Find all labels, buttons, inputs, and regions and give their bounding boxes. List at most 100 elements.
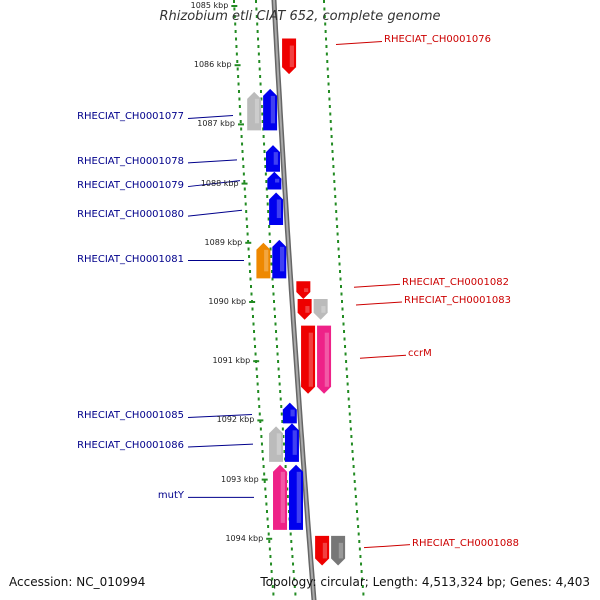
track-dot: [357, 525, 360, 528]
gene-feature[interactable]: [256, 242, 271, 279]
track-dot: [268, 547, 271, 551]
gene-RHECIAT_CH0001076[interactable]: [282, 38, 297, 75]
track-dot: [337, 247, 340, 251]
track-dot: [255, 367, 258, 371]
track-dot: [338, 255, 341, 258]
gene-RHECIAT_CH0001080[interactable]: [269, 192, 284, 226]
track-dot: [330, 135, 333, 138]
track-dot: [350, 435, 353, 438]
track-dot: [267, 525, 270, 528]
scale-tick: [261, 478, 268, 481]
gene-highlight: [280, 246, 285, 272]
gene-label-RHECIAT_CH0001081[interactable]: RHECIAT_CH0001081: [77, 253, 184, 265]
track-dot: [263, 157, 266, 161]
gene-label-RHECIAT_CH0001077[interactable]: RHECIAT_CH0001077: [77, 111, 184, 123]
gene-feature[interactable]: [273, 464, 288, 530]
track-dot: [343, 337, 346, 341]
gene-label-RHECIAT_CH0001078[interactable]: RHECIAT_CH0001078: [77, 155, 184, 167]
track-dot: [255, 15, 258, 18]
track-dot: [265, 502, 268, 506]
gene-label-RHECIAT_CH0001076[interactable]: RHECIAT_CH0001076: [384, 34, 491, 46]
track-dot: [262, 465, 265, 468]
track-dot: [281, 420, 284, 423]
track-dot: [325, 52, 328, 56]
track-dot: [253, 337, 256, 341]
track-dot: [259, 427, 262, 431]
track-dot: [235, 45, 238, 48]
track-dot: [323, 7, 326, 11]
track-dot: [250, 292, 253, 296]
track-dot: [360, 562, 363, 566]
track-dot: [260, 442, 263, 446]
gene-label-RHECIAT_CH0001086[interactable]: RHECIAT_CH0001086: [77, 440, 184, 452]
gene-RHECIAT_CH0001083[interactable]: [313, 299, 328, 320]
track-dot: [263, 142, 266, 146]
track-dot: [263, 480, 266, 483]
track-dot: [235, 52, 238, 56]
track-dot: [329, 120, 332, 123]
track-dot: [351, 450, 354, 453]
gene-feature[interactable]: [247, 91, 262, 131]
leader-line: [187, 159, 238, 164]
track-dot: [281, 427, 284, 431]
gene-feature[interactable]: [297, 299, 312, 320]
gene-label-RHECIAT_CH0001088[interactable]: RHECIAT_CH0001088: [412, 537, 519, 549]
track-dot: [270, 262, 273, 266]
track-dot: [270, 255, 273, 258]
track-dot: [276, 345, 279, 348]
gene-feature[interactable]: [269, 426, 284, 462]
track-dot: [271, 277, 274, 281]
scale-tick-label: 1086 kbp: [193, 60, 232, 70]
gene-label-ccrM[interactable]: ccrM: [408, 348, 432, 360]
gene-feature[interactable]: [331, 535, 346, 566]
track-dot: [282, 435, 285, 438]
track-dot: [337, 240, 340, 243]
track-dot: [272, 592, 275, 596]
gene-RHECIAT_CH0001088[interactable]: [315, 535, 330, 566]
gene-label-RHECIAT_CH0001083[interactable]: RHECIAT_CH0001083: [404, 294, 511, 306]
gene-RHECIAT_CH0001086[interactable]: [284, 423, 299, 462]
track-dot: [284, 465, 287, 468]
gene-feature[interactable]: [301, 325, 316, 394]
track-dot: [324, 30, 327, 33]
gene-label-RHECIAT_CH0001085[interactable]: RHECIAT_CH0001085: [77, 410, 184, 422]
gene-label-RHECIAT_CH0001079[interactable]: RHECIAT_CH0001079: [77, 179, 184, 191]
gene-RHECIAT_CH0001079[interactable]: [267, 171, 282, 190]
track-dot: [354, 487, 357, 491]
track-dot: [345, 360, 348, 363]
gene-highlight: [305, 306, 310, 313]
track-dot: [279, 397, 282, 401]
track-dot: [267, 217, 270, 221]
gene-RHECIAT_CH0001085[interactable]: [282, 402, 297, 424]
gene-RHECIAT_CH0001082[interactable]: [296, 281, 311, 300]
track-dot: [267, 532, 270, 536]
gene-RHECIAT_CH0001081[interactable]: [272, 239, 287, 279]
track-dot: [260, 435, 263, 438]
leader-line: [187, 180, 241, 188]
gene-ccrM[interactable]: [317, 325, 332, 394]
track-dot: [359, 555, 362, 558]
track-dot: [280, 405, 283, 408]
gene-mutY[interactable]: [289, 464, 304, 530]
track-dot: [287, 502, 290, 506]
track-dot: [241, 142, 244, 146]
track-dot: [335, 217, 338, 221]
gene-highlight: [322, 542, 328, 559]
track-dot: [264, 495, 267, 498]
gene-label-RHECIAT_CH0001082[interactable]: RHECIAT_CH0001082: [402, 277, 509, 289]
track-dotted-lines: [233, 0, 365, 596]
gene-label-RHECIAT_CH0001080[interactable]: RHECIAT_CH0001080: [77, 209, 184, 221]
gene-label-mutY[interactable]: mutY: [157, 490, 184, 502]
track-dot: [236, 60, 239, 63]
track-dot: [275, 330, 278, 333]
gene-highlight: [296, 471, 301, 523]
track-dot: [325, 45, 328, 48]
track-dot: [277, 367, 280, 371]
gene-RHECIAT_CH0001078[interactable]: [266, 145, 281, 172]
track-dot: [340, 285, 343, 288]
gene-RHECIAT_CH0001077[interactable]: [263, 88, 278, 131]
track-dot: [348, 412, 351, 416]
gene-features: [247, 38, 346, 566]
track-dot: [244, 202, 247, 206]
track-dot: [260, 105, 263, 108]
